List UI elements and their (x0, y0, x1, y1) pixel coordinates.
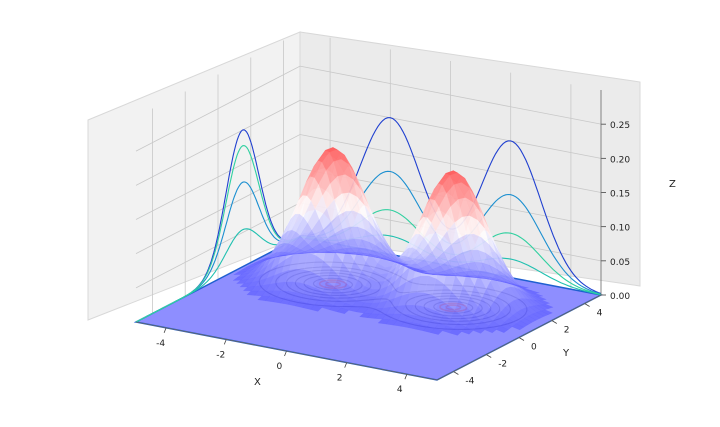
surface-patch (366, 255, 379, 258)
x-tick-mark (163, 327, 167, 333)
z-tick-label: 0.20 (610, 155, 630, 165)
surface-patch (540, 303, 554, 309)
x-wall-projection-line (135, 145, 301, 323)
surface-patch (520, 287, 532, 291)
y-tick-mark (453, 371, 459, 375)
x-tick-mark (284, 350, 287, 357)
surface-patch (509, 283, 522, 287)
z-tick-label: 0.25 (610, 121, 630, 131)
z-gridline (135, 168, 602, 255)
y-axis-label: Y (562, 348, 570, 359)
axes: -4 -2 0 2 4 -4 -2 0 2 4 0.00 0.05 0.10 0.15 0.20 0.25 (135, 90, 630, 395)
x-tick-label: 2 (337, 374, 343, 384)
surface-patch (324, 252, 337, 254)
z-tick-label: 0.10 (610, 224, 630, 234)
z-tick-label: 0.00 (610, 292, 630, 302)
z-gridline (135, 99, 602, 186)
y-tick-mark (551, 320, 558, 324)
x-tick-label: -4 (156, 339, 165, 349)
surface-patch (464, 276, 476, 278)
x-tick-mark (344, 362, 348, 368)
y-tick-mark (584, 303, 590, 307)
surface-patch (399, 263, 412, 268)
x-tick-mark (223, 339, 227, 345)
z-tick-label: 0.15 (610, 190, 630, 200)
surface-patch (471, 277, 484, 279)
surface-patch (445, 274, 457, 277)
surface-patch (540, 309, 554, 315)
surface-patch (343, 252, 356, 255)
z-gridline (135, 134, 602, 220)
x-tick-label: -2 (216, 350, 225, 360)
y-axis-line (436, 294, 602, 381)
y-tick-label: 0 (531, 343, 537, 353)
y-tick-label: -2 (498, 360, 507, 370)
surface-mesh (232, 147, 554, 336)
x-axis-line (135, 321, 438, 381)
y-tick-label: -4 (465, 377, 474, 387)
y-tick-mark (485, 354, 492, 358)
x-axis-label: X (254, 377, 261, 388)
surface-patch (437, 273, 450, 276)
z-gridline (135, 65, 602, 152)
z-axis-label: Z (669, 179, 676, 190)
surface-patch (358, 254, 371, 257)
surface-patch (516, 285, 529, 289)
x-tick-label: 4 (397, 385, 403, 395)
y-tick-label: 2 (564, 326, 570, 336)
x-tick-mark (404, 374, 408, 380)
y-tick-mark (518, 337, 525, 341)
y-tick-label: 4 (597, 309, 603, 319)
z-tick-label: 0.05 (610, 258, 630, 268)
x-tick-label: 0 (277, 362, 283, 372)
surface-patch (531, 292, 543, 297)
surface-patch (527, 290, 540, 294)
